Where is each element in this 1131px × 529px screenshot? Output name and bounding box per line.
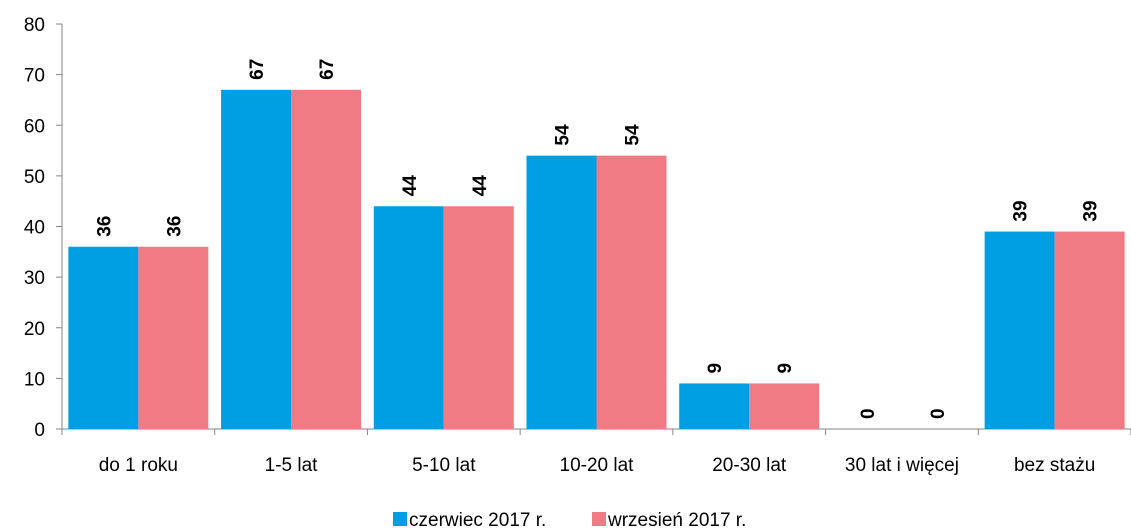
y-tick-label: 10 <box>24 369 45 390</box>
data-label: 39 <box>1081 200 1102 221</box>
x-category-label: 1-5 lat <box>265 455 319 476</box>
bar <box>221 89 292 429</box>
x-category-label: 10-20 lat <box>560 455 635 476</box>
data-label: 39 <box>1011 200 1032 221</box>
data-label: 67 <box>247 59 268 80</box>
legend-swatch <box>592 512 606 526</box>
bar <box>138 246 209 429</box>
legend-label: wrzesień 2017 r. <box>607 510 746 529</box>
y-tick-label: 70 <box>24 66 45 87</box>
y-tick-label: 80 <box>24 15 45 36</box>
y-tick-label: 60 <box>24 116 45 137</box>
data-label: 44 <box>400 175 421 197</box>
bar <box>526 155 597 429</box>
chart-bars <box>68 89 1125 429</box>
chart-data-labels: 36 36 67 67 44 44 54 54 9 9 0 0 39 39 <box>94 59 1101 419</box>
x-category-label: 5-10 lat <box>412 455 476 476</box>
y-tick-label: 50 <box>24 167 45 188</box>
bar <box>749 383 820 429</box>
chart-legend: czerwiec 2017 r. wrzesień 2017 r. <box>393 510 746 529</box>
x-category-label: 30 lat i więcej <box>845 455 959 476</box>
bar <box>679 383 750 429</box>
bar <box>596 155 667 429</box>
y-tick-label: 40 <box>24 218 45 239</box>
bar <box>291 89 362 429</box>
bar <box>68 246 139 429</box>
data-label: 0 <box>858 408 879 419</box>
legend-label: czerwiec 2017 r. <box>409 510 546 529</box>
bar <box>984 231 1055 429</box>
y-tick-label: 0 <box>34 420 45 441</box>
data-label: 44 <box>470 175 491 197</box>
x-category-label: bez stażu <box>1014 455 1095 476</box>
x-category-label: 20-30 lat <box>712 455 787 476</box>
data-label: 54 <box>623 124 644 146</box>
data-label: 67 <box>317 59 338 80</box>
bar <box>373 206 444 429</box>
data-label: 36 <box>94 216 115 237</box>
data-label: 9 <box>705 363 726 374</box>
data-label: 9 <box>775 363 796 374</box>
data-label: 0 <box>928 408 949 419</box>
data-label: 36 <box>164 216 185 237</box>
chart-category-labels: do 1 roku 1-5 lat 5-10 lat 10-20 lat 20-30 l… <box>99 455 1096 476</box>
legend-swatch <box>393 512 407 526</box>
x-category-label: do 1 roku <box>99 455 178 476</box>
y-tick-label: 20 <box>24 319 45 340</box>
bar <box>443 206 514 429</box>
data-label: 54 <box>553 124 574 146</box>
y-tick-label: 30 <box>24 268 45 289</box>
bar <box>1054 231 1125 429</box>
